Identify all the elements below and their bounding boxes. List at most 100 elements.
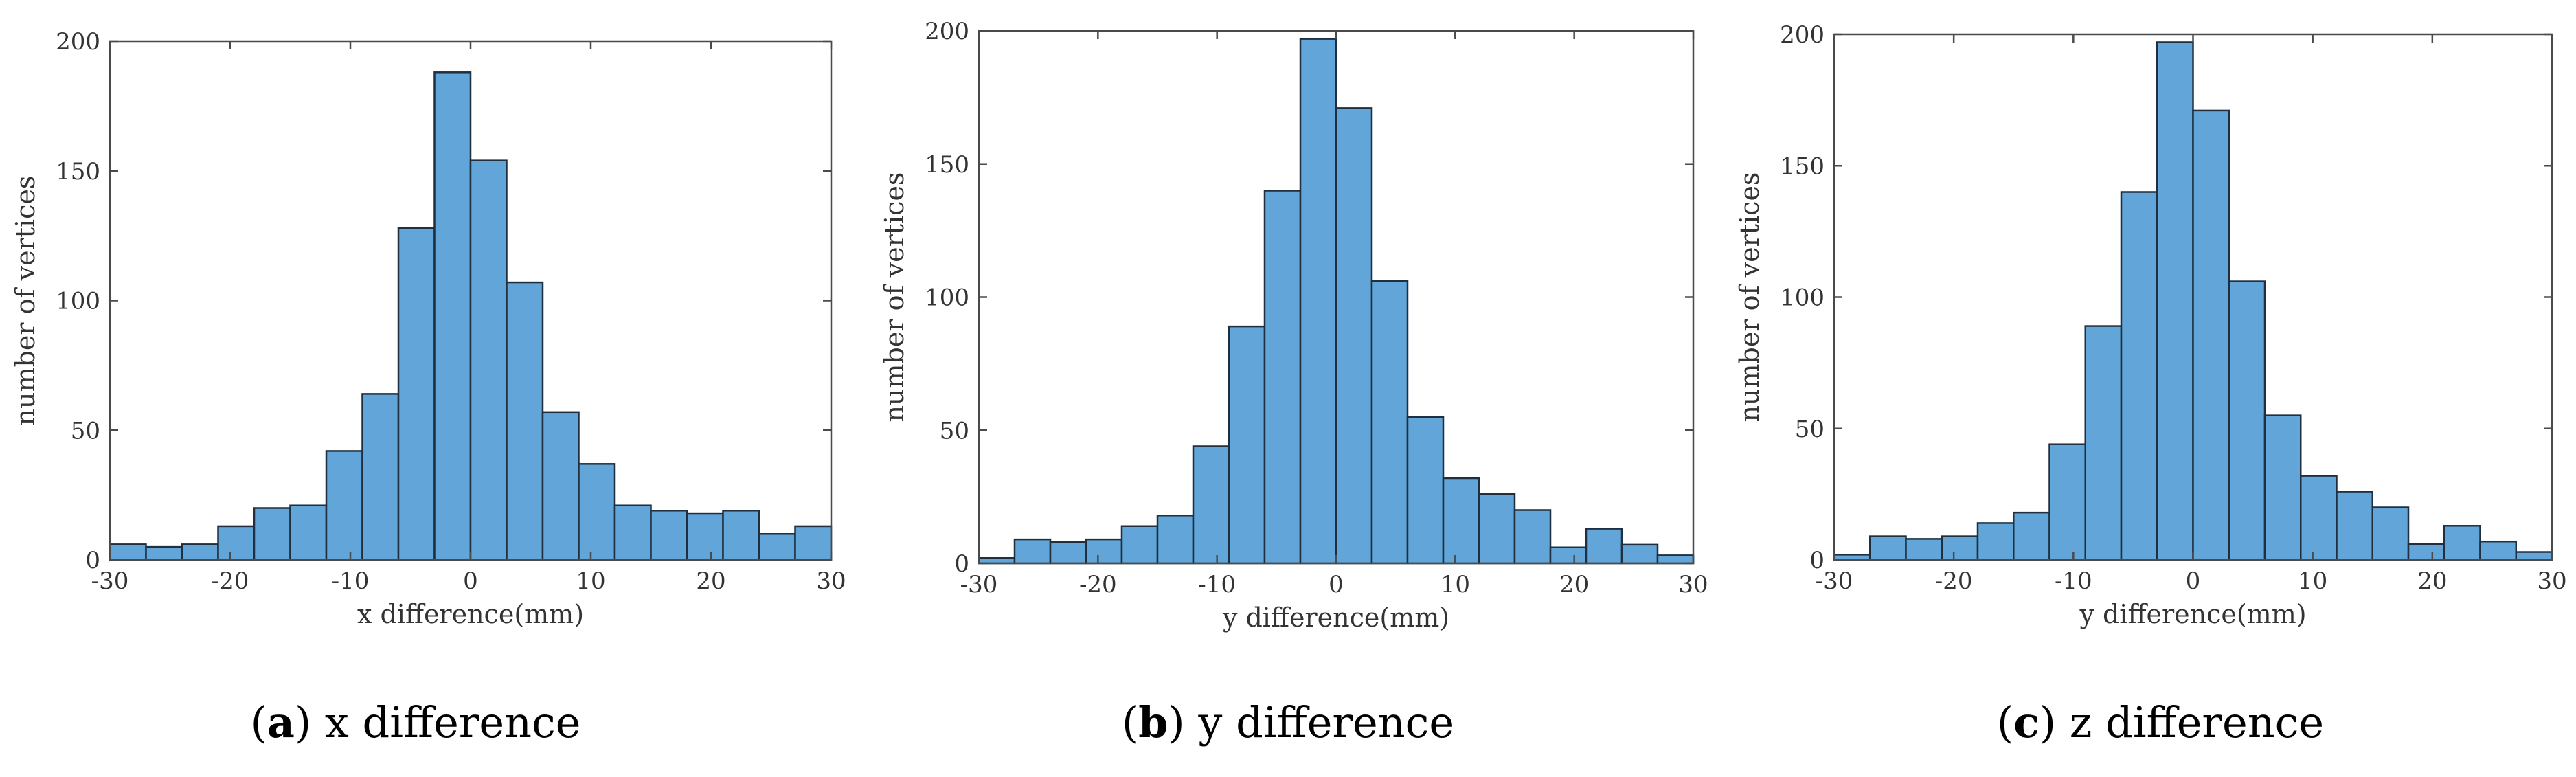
histogram-bar	[758, 533, 796, 561]
caption-c-letter: c	[2013, 697, 2040, 747]
caption-a: (a) x difference	[250, 697, 581, 747]
histogram-bar	[361, 393, 400, 561]
y-tick-label: 200	[925, 18, 969, 45]
histogram-bar	[613, 504, 652, 561]
y-tick-label: 50	[71, 417, 100, 444]
x-tick-label: 30	[816, 567, 846, 595]
histogram-bar	[1513, 509, 1552, 565]
histogram-bar	[686, 512, 724, 561]
histogram-bar	[1263, 190, 1302, 565]
histogram-bar	[1335, 107, 1373, 565]
x-tick-label: 0	[463, 567, 478, 595]
x-tick-label: 20	[2417, 567, 2447, 595]
x-tick-label: 20	[696, 567, 725, 595]
histogram-y-difference: -30 -20 -10 0 10 20 30 0 50 100 150 200 y difference…	[879, 18, 1708, 633]
y-tick-label: 100	[1780, 284, 1824, 312]
y-tick-label: 200	[1780, 21, 1824, 49]
histogram-bar	[2263, 414, 2302, 561]
y-tick-label: 150	[1780, 153, 1824, 180]
histogram-bar	[1228, 325, 1266, 565]
histogram-bar	[325, 450, 363, 561]
histogram-bar	[2371, 506, 2410, 561]
caption-c-text: z difference	[2069, 697, 2325, 747]
x-tick-label: -20	[1935, 567, 1973, 595]
x-tick-label: 10	[1440, 571, 1470, 598]
y-tick-label: 200	[56, 28, 100, 56]
histogram-bar	[794, 525, 833, 561]
x-tick-label: -30	[91, 567, 129, 595]
x-tick-label: -10	[2055, 567, 2092, 595]
y-tick-label: 50	[1795, 416, 1824, 443]
histogram-bar	[1085, 538, 1123, 565]
y-axis-label: number of vertices	[879, 172, 909, 423]
histogram-bar	[2479, 540, 2517, 561]
x-axis-label: y difference(mm)	[1222, 603, 1449, 633]
y-tick-label: 150	[56, 158, 100, 185]
x-tick-label: 20	[1559, 571, 1589, 598]
histogram-bar	[2192, 109, 2230, 561]
histogram-bar	[1370, 280, 1409, 565]
histogram-bar	[650, 510, 688, 561]
histogram-bar	[1192, 445, 1230, 565]
histogram-bar	[2156, 41, 2194, 561]
histogram-bar	[2120, 191, 2158, 561]
histogram-bar	[2407, 543, 2445, 561]
histogram-bar	[541, 411, 580, 561]
caption-b-text: y difference	[1198, 697, 1455, 747]
histogram-bar	[469, 159, 508, 561]
x-tick-label: -10	[1198, 571, 1236, 598]
histogram-bar	[1869, 535, 1907, 561]
histogram-bar	[1620, 543, 1659, 565]
histogram-bar	[1299, 38, 1337, 565]
histogram-bar	[217, 525, 256, 561]
x-tick-label: -20	[1079, 571, 1117, 598]
chart-panel-c: -30 -20 -10 0 10 20 30 0 50 100 150 200 y difference…	[1735, 0, 2576, 777]
caption-a-text: x difference	[324, 697, 581, 747]
histogram-bar	[1156, 515, 1195, 565]
caption-b-letter: b	[1138, 697, 1168, 747]
x-axis-label: x difference(mm)	[357, 599, 584, 629]
histogram-bar	[1585, 528, 1623, 565]
x-tick-label: 0	[1329, 571, 1344, 598]
x-tick-label: 30	[1678, 571, 1708, 598]
histogram-bar	[289, 504, 328, 561]
histogram-bar	[1905, 538, 1943, 561]
y-axis-label: number of vertices	[1735, 172, 1765, 423]
histogram-bar	[2228, 280, 2266, 561]
x-tick-label: 10	[2298, 567, 2327, 595]
histogram-bar	[578, 463, 616, 561]
histogram-bar	[145, 545, 183, 561]
x-axis-label: y difference(mm)	[2079, 599, 2306, 629]
histogram-bar	[1656, 554, 1695, 565]
chart-panel-a: -30 -20 -10 0 10 20 30 0 50 100 150 200 x difference…	[0, 0, 846, 777]
y-tick-label: 0	[85, 547, 100, 574]
histogram-bar	[2336, 491, 2373, 561]
x-tick-label: -10	[332, 567, 370, 595]
y-tick-label: 0	[1809, 547, 1824, 574]
histogram-bar	[1941, 535, 1979, 561]
histogram-x-difference: -30 -20 -10 0 10 20 30 0 50 100 150 200 x difference…	[10, 28, 846, 629]
histogram-bar	[2048, 443, 2086, 561]
histogram-bar	[1049, 541, 1087, 565]
x-tick-label: 0	[2186, 567, 2201, 595]
x-tick-label: -30	[960, 571, 998, 598]
chart-panel-b: -30 -20 -10 0 10 20 30 0 50 100 150 200 y difference…	[872, 0, 1717, 777]
histogram-bar	[1406, 416, 1445, 565]
y-tick-label: 100	[56, 288, 100, 315]
x-tick-label: -30	[1816, 567, 1853, 595]
histogram-z-difference: -30 -20 -10 0 10 20 30 0 50 100 150 200 y difference…	[1735, 21, 2567, 629]
histogram-bar	[397, 227, 436, 561]
y-tick-label: 50	[940, 417, 969, 444]
histogram-bar	[2515, 551, 2553, 561]
caption-c: (c) z difference	[1996, 697, 2325, 747]
histogram-bar	[1442, 477, 1480, 565]
x-tick-label: -20	[212, 567, 249, 595]
histogram-bar	[2013, 511, 2050, 561]
histogram-bar	[433, 71, 472, 561]
y-tick-label: 100	[925, 284, 969, 312]
histogram-bar	[181, 543, 219, 561]
y-tick-label: 0	[954, 550, 969, 578]
histogram-bar	[2084, 325, 2123, 561]
histogram-bar	[109, 543, 147, 561]
histogram-bar	[2443, 525, 2481, 561]
